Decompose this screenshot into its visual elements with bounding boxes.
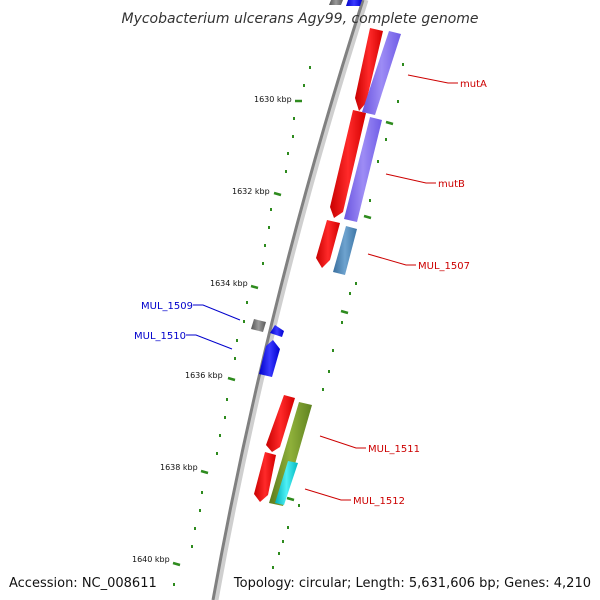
gene-label-MUL_1511[interactable]: MUL_1511 — [368, 444, 420, 455]
gene-label-MUL_1507[interactable]: MUL_1507 — [418, 261, 470, 272]
gene-label-MUL_1510[interactable]: MUL_1510 — [134, 331, 186, 342]
blue-gene-top[interactable] — [346, 0, 362, 6]
scale-label-1632kbp: 1632 kbp — [232, 187, 270, 196]
feature-MUL_1511-domain[interactable] — [269, 402, 312, 506]
scale-label-1638kbp: 1638 kbp — [160, 463, 198, 472]
gene-labels: mutA mutB MUL_1507 MUL_1509 MUL_1510 MUL… — [134, 79, 487, 507]
gene-MUL_1511[interactable] — [266, 395, 295, 452]
feature-MUL_1507-domain[interactable] — [333, 226, 357, 275]
feature-mutB-domain[interactable] — [344, 117, 382, 222]
gene-label-MUL_1512[interactable]: MUL_1512 — [353, 496, 405, 507]
scale-label-1634kbp: 1634 kbp — [210, 279, 248, 288]
leader-MUL_1510 — [186, 334, 233, 350]
scale-track-outer — [272, 63, 404, 569]
scale-major-ticks — [172, 99, 394, 567]
leader-MUL_1511 — [319, 435, 366, 449]
gene-MUL_1507[interactable] — [316, 220, 340, 268]
leader-MUL_1507 — [367, 253, 416, 266]
leader-MUL_1509 — [193, 304, 241, 321]
gene-MUL_1512[interactable] — [254, 452, 276, 502]
genome-backbone — [211, 0, 365, 600]
gene-label-mutB[interactable]: mutB — [438, 179, 465, 190]
leader-mutA — [407, 74, 458, 84]
gray-gene-top[interactable] — [329, 0, 343, 5]
gene-MUL_1509[interactable] — [251, 319, 266, 332]
gene-label-mutA[interactable]: mutA — [460, 79, 487, 90]
gene-MUL_1510[interactable] — [259, 340, 280, 377]
scale-label-1636kbp: 1636 kbp — [185, 371, 223, 380]
leader-MUL_1512 — [304, 488, 351, 501]
feature-MUL_1512-domain[interactable] — [275, 461, 298, 505]
gene-mutA[interactable] — [355, 28, 383, 111]
scale-labels: 1630 kbp 1632 kbp 1634 kbp 1636 kbp 1638… — [132, 95, 292, 564]
gene-MUL_1509-arrow[interactable] — [270, 325, 284, 337]
genome-backbone-shadow — [213, 0, 369, 600]
leader-mutB — [385, 173, 436, 184]
accession-text: Accession: NC_008611 — [9, 576, 157, 591]
feature-mutA-domain[interactable] — [362, 31, 401, 115]
scale-label-1630kbp: 1630 kbp — [254, 95, 292, 104]
scale-track-inner — [173, 66, 311, 586]
genome-stats-text: Topology: circular; Length: 5,631,606 bp… — [233, 576, 591, 591]
gene-mutB[interactable] — [330, 110, 366, 218]
map-title: Mycobacterium ulcerans Agy99, complete g… — [121, 11, 478, 27]
gene-label-MUL_1509[interactable]: MUL_1509 — [141, 301, 193, 312]
gene-label-leaders — [186, 74, 458, 501]
scale-label-1640kbp: 1640 kbp — [132, 555, 170, 564]
